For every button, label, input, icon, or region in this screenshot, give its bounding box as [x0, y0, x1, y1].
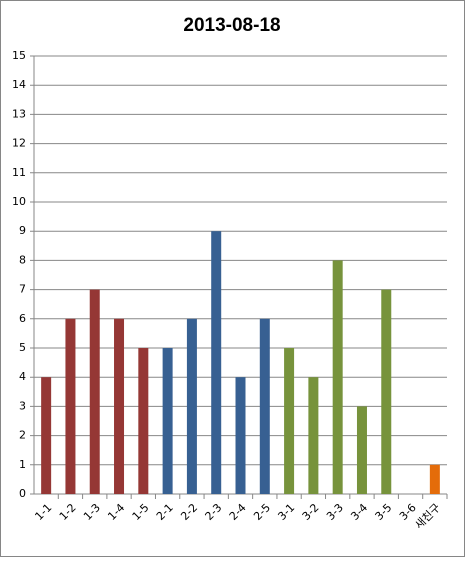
y-tick-label: 3: [19, 399, 26, 412]
bar: [138, 348, 149, 494]
bar: [332, 260, 343, 494]
y-tick-label: 9: [19, 224, 26, 237]
y-tick-label: 6: [19, 312, 26, 325]
y-tick-label: 15: [12, 49, 26, 62]
y-tick-label: 0: [19, 487, 26, 500]
y-tick-label: 12: [12, 137, 26, 150]
bar: [429, 464, 440, 494]
bar: [65, 318, 76, 494]
bar: [114, 318, 125, 494]
y-tick-label: 4: [19, 370, 26, 383]
bar: [259, 318, 270, 494]
bar: [235, 377, 246, 494]
y-tick-label: 14: [12, 78, 26, 91]
y-tick-label: 2: [19, 429, 26, 442]
y-tick-label: 7: [19, 283, 26, 296]
y-tick-label: 11: [12, 166, 26, 179]
y-tick-label: 13: [12, 107, 26, 120]
y-tick-label: 8: [19, 253, 26, 266]
y-tick-label: 10: [12, 195, 26, 208]
chart-title: 2013-08-18: [183, 15, 280, 36]
y-tick-label: 5: [19, 341, 26, 354]
bar: [211, 231, 222, 494]
bar: [162, 348, 173, 494]
bar: [381, 289, 392, 494]
bar: [186, 318, 197, 494]
bar: [284, 348, 295, 494]
bar: [41, 377, 52, 494]
y-tick-label: 1: [19, 458, 26, 471]
bar: [308, 377, 319, 494]
bar: [89, 289, 100, 494]
bar: [356, 406, 367, 494]
